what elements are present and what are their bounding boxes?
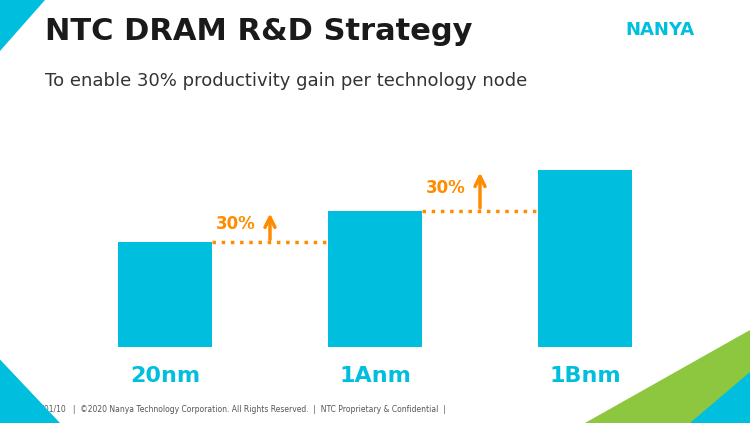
Text: 2020/01/10   |  ©2020 Nanya Technology Corporation. All Rights Reserved.  |  NTC: 2020/01/10 | ©2020 Nanya Technology Corp… bbox=[22, 405, 446, 414]
Bar bbox=[328, 211, 422, 347]
Text: NANYA: NANYA bbox=[626, 21, 694, 38]
Bar bbox=[118, 242, 212, 347]
Text: 1Bnm: 1Bnm bbox=[549, 366, 621, 386]
Text: 1Anm: 1Anm bbox=[339, 366, 411, 386]
Text: To enable 30% productivity gain per technology node: To enable 30% productivity gain per tech… bbox=[45, 72, 527, 90]
Text: NTC DRAM R&D Strategy: NTC DRAM R&D Strategy bbox=[45, 17, 473, 46]
Bar bbox=[538, 170, 632, 347]
Text: 20nm: 20nm bbox=[130, 366, 200, 386]
Text: 22: 22 bbox=[713, 404, 728, 414]
Text: 30%: 30% bbox=[425, 179, 465, 197]
Text: 30%: 30% bbox=[215, 215, 255, 233]
